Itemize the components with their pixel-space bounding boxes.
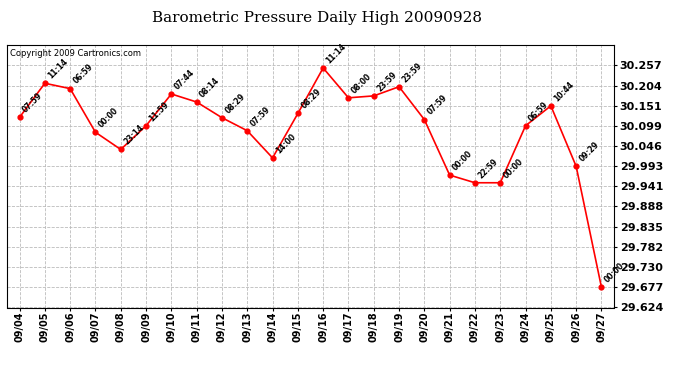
Text: 00:00: 00:00: [502, 156, 525, 180]
Text: 06:59: 06:59: [527, 100, 550, 123]
Text: 08:00: 08:00: [350, 72, 373, 95]
Text: 08:29: 08:29: [224, 92, 247, 115]
Point: [419, 117, 430, 123]
Text: 08:14: 08:14: [198, 76, 221, 99]
Text: 00:00: 00:00: [451, 149, 475, 172]
Point: [343, 95, 354, 101]
Point: [217, 115, 228, 121]
Point: [293, 111, 304, 117]
Text: 07:59: 07:59: [21, 91, 44, 114]
Point: [495, 180, 506, 186]
Point: [596, 284, 607, 290]
Point: [39, 80, 50, 86]
Text: Copyright 2009 Cartronics.com: Copyright 2009 Cartronics.com: [10, 49, 141, 58]
Point: [571, 163, 582, 169]
Point: [469, 180, 480, 186]
Point: [241, 128, 253, 134]
Point: [393, 84, 404, 90]
Point: [141, 123, 152, 129]
Point: [191, 99, 202, 105]
Text: 23:14: 23:14: [122, 123, 146, 147]
Text: 07:59: 07:59: [426, 93, 449, 117]
Point: [368, 93, 380, 99]
Text: 07:44: 07:44: [172, 68, 196, 91]
Text: 11:14: 11:14: [46, 57, 70, 81]
Text: 08:29: 08:29: [299, 87, 323, 111]
Point: [520, 123, 531, 129]
Text: 11:59: 11:59: [148, 100, 170, 123]
Point: [115, 147, 126, 153]
Text: 23:59: 23:59: [400, 61, 424, 84]
Point: [90, 129, 101, 135]
Point: [444, 172, 455, 178]
Text: 23:59: 23:59: [375, 70, 398, 93]
Text: 00:00: 00:00: [97, 106, 120, 129]
Text: 09:29: 09:29: [578, 140, 601, 164]
Text: 11:14: 11:14: [324, 42, 348, 65]
Point: [545, 103, 556, 109]
Point: [65, 86, 76, 92]
Text: 22:59: 22:59: [476, 157, 500, 180]
Point: [166, 91, 177, 97]
Text: Barometric Pressure Daily High 20090928: Barometric Pressure Daily High 20090928: [152, 11, 482, 25]
Text: 00:00: 00:00: [603, 261, 627, 285]
Point: [267, 155, 278, 161]
Text: 06:59: 06:59: [72, 63, 95, 86]
Text: 10:44: 10:44: [552, 80, 575, 103]
Point: [14, 114, 25, 120]
Text: 07:59: 07:59: [248, 105, 272, 128]
Text: 14:00: 14:00: [274, 132, 297, 155]
Point: [317, 65, 328, 71]
